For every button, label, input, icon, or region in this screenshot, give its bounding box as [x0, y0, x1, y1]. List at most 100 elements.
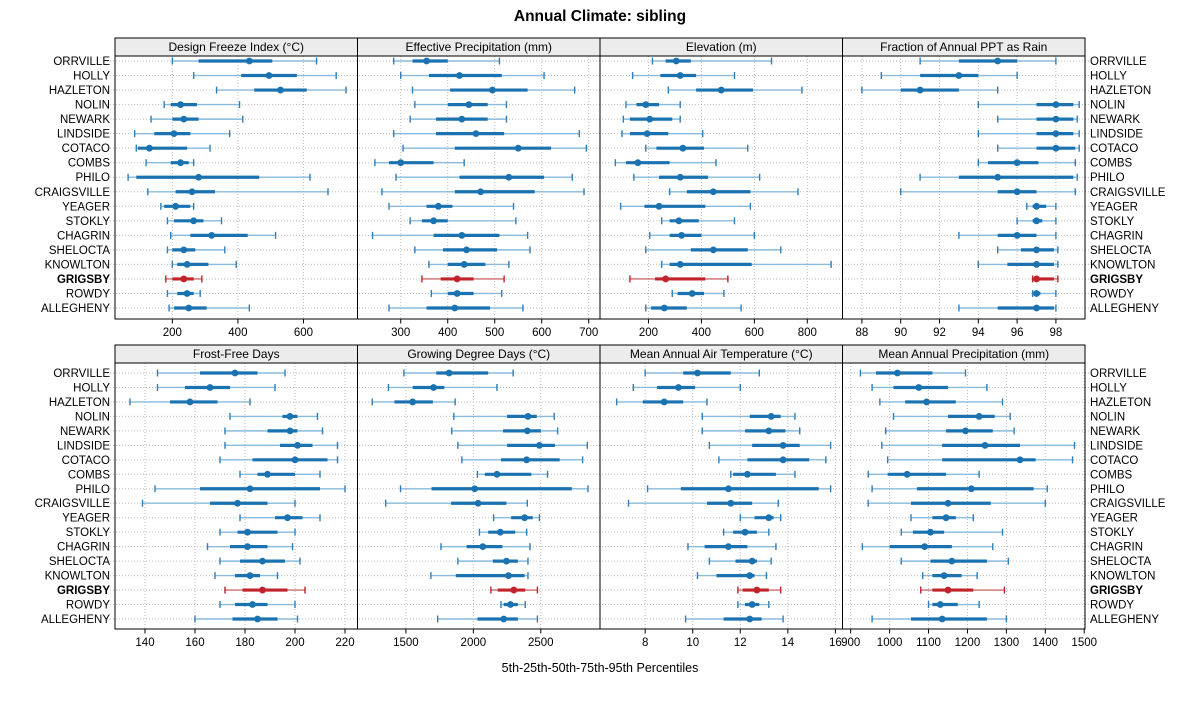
- median-dot: [709, 246, 717, 254]
- median-dot: [646, 115, 654, 123]
- median-dot: [955, 72, 963, 79]
- station-label-left: ALLEGHENY: [41, 614, 110, 626]
- median-dot: [294, 441, 301, 449]
- median-dot: [185, 304, 193, 312]
- median-dot: [493, 470, 501, 478]
- median-dot: [915, 384, 923, 391]
- median-dot: [190, 217, 198, 225]
- median-dot: [679, 144, 687, 152]
- median-dot: [727, 499, 735, 507]
- station-label-right: LINDSIDE: [1090, 129, 1143, 141]
- median-dot: [1033, 261, 1040, 268]
- station-label-left: NOLIN: [75, 100, 110, 112]
- station-label-right: ALLEGHENY: [1090, 614, 1159, 626]
- x-tick-label: 94: [972, 327, 985, 339]
- station-label-right: CRAIGSVILLE: [1090, 187, 1166, 199]
- median-dot: [488, 86, 496, 94]
- median-dot: [234, 499, 241, 507]
- median-dot: [1033, 275, 1040, 283]
- station-label-right: STOKLY: [1090, 216, 1135, 228]
- station-label-right: SHELOCTA: [1090, 556, 1151, 568]
- median-dot: [180, 115, 188, 123]
- median-dot: [1033, 304, 1040, 312]
- station-label-left: HAZLETON: [49, 85, 110, 97]
- median-dot: [748, 601, 756, 608]
- x-tick-label: 1400: [1033, 637, 1059, 649]
- panel-title: Mean Annual Air Temperature (°C): [630, 347, 813, 361]
- median-dot: [940, 572, 948, 579]
- median-dot: [463, 246, 470, 254]
- median-dot: [458, 231, 466, 239]
- x-tick-label: 12: [734, 637, 747, 649]
- median-dot: [146, 144, 153, 152]
- x-tick-label: 400: [438, 327, 457, 339]
- station-label-right: NOLIN: [1090, 100, 1125, 112]
- median-dot: [409, 398, 417, 406]
- x-tick-label: 180: [235, 637, 254, 649]
- median-dot: [183, 261, 191, 268]
- station-label-left: COMBS: [68, 469, 111, 481]
- median-dot: [1013, 188, 1021, 196]
- median-dot: [453, 290, 461, 297]
- station-label-right: CHAGRIN: [1090, 230, 1143, 242]
- x-tick-label: 200: [285, 637, 304, 649]
- median-dot: [676, 72, 684, 79]
- x-tick-label: 88: [856, 327, 869, 339]
- median-dot: [688, 290, 696, 297]
- x-tick-label: 14: [781, 637, 794, 649]
- median-dot: [277, 86, 284, 94]
- x-tick-label: 300: [391, 327, 410, 339]
- station-label-left: CRAIGSVILLE: [35, 187, 111, 199]
- median-dot: [927, 528, 934, 536]
- station-label-left: ORRVILLE: [53, 368, 110, 380]
- x-tick-label: 200: [639, 327, 658, 339]
- station-label-left: ORRVILLE: [53, 56, 110, 68]
- median-dot: [944, 586, 952, 594]
- median-dot: [249, 601, 256, 608]
- x-tick-label: 220: [335, 637, 354, 649]
- panel-strip: [842, 344, 1086, 364]
- median-dot: [994, 57, 1002, 65]
- x-tick-label: 90: [894, 327, 907, 339]
- median-dot: [180, 246, 188, 254]
- panel-title: Frost-Free Days: [193, 347, 280, 361]
- station-label-left: CHAGRIN: [57, 542, 110, 554]
- median-dot: [779, 441, 787, 449]
- station-label-right: YEAGER: [1090, 513, 1138, 525]
- median-dot: [208, 231, 216, 239]
- station-label-left: COMBS: [68, 158, 111, 170]
- station-label-right: ORRVILLE: [1090, 368, 1147, 380]
- station-label-left: HAZLETON: [49, 397, 110, 409]
- x-tick-label: 600: [294, 327, 313, 339]
- median-dot: [465, 101, 473, 108]
- median-dot: [944, 499, 952, 507]
- median-dot: [967, 485, 975, 493]
- median-dot: [510, 586, 518, 594]
- panel-border: [114, 55, 358, 320]
- median-dot: [744, 470, 751, 478]
- median-dot: [477, 188, 485, 196]
- median-dot: [505, 572, 512, 579]
- station-label-left: YEAGER: [62, 201, 110, 213]
- median-dot: [502, 557, 510, 565]
- x-tick-label: 98: [1050, 327, 1063, 339]
- station-label-left: HOLLY: [73, 71, 110, 83]
- median-dot: [430, 384, 437, 391]
- median-dot: [643, 130, 651, 138]
- median-dot: [423, 57, 430, 65]
- median-dot: [186, 398, 194, 406]
- median-dot: [259, 557, 266, 565]
- station-label-right: LINDSIDE: [1090, 440, 1143, 452]
- median-dot: [660, 398, 668, 406]
- median-dot: [893, 369, 901, 377]
- x-tick-label: 92: [933, 327, 946, 339]
- median-dot: [264, 470, 271, 478]
- median-dot: [948, 557, 956, 565]
- x-tick-label: 140: [135, 637, 154, 649]
- median-dot: [479, 543, 487, 551]
- station-label-left: CHAGRIN: [57, 230, 110, 242]
- x-tick-label: 400: [228, 327, 247, 339]
- station-label-right: ORRVILLE: [1090, 56, 1147, 68]
- median-dot: [916, 86, 924, 94]
